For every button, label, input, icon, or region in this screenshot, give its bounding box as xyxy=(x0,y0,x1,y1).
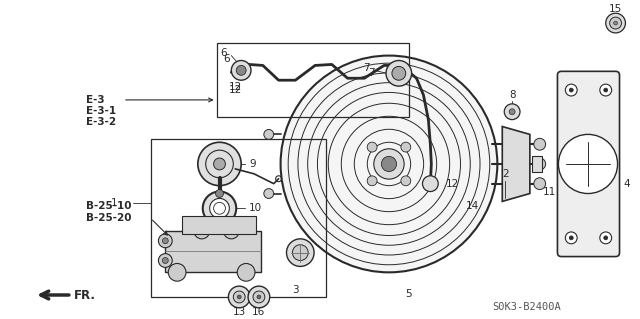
Text: 7: 7 xyxy=(363,63,369,73)
Circle shape xyxy=(534,138,546,150)
Text: 8: 8 xyxy=(509,90,515,100)
Circle shape xyxy=(231,61,251,80)
Text: 16: 16 xyxy=(252,307,266,317)
Circle shape xyxy=(614,21,618,25)
Bar xyxy=(532,156,541,172)
Circle shape xyxy=(401,176,411,186)
Circle shape xyxy=(163,257,168,263)
Circle shape xyxy=(534,158,546,170)
Text: 13: 13 xyxy=(232,307,246,317)
Circle shape xyxy=(257,295,261,299)
Text: 12: 12 xyxy=(228,82,242,92)
Circle shape xyxy=(264,130,274,139)
Text: B-25-20: B-25-20 xyxy=(86,213,132,223)
Circle shape xyxy=(604,236,608,240)
Circle shape xyxy=(534,178,546,189)
Circle shape xyxy=(600,84,612,96)
Circle shape xyxy=(214,202,225,214)
Circle shape xyxy=(565,232,577,244)
Circle shape xyxy=(253,291,265,303)
Text: B-25-10: B-25-10 xyxy=(86,201,132,211)
Text: 6: 6 xyxy=(223,54,230,63)
Text: 6: 6 xyxy=(220,48,227,58)
Circle shape xyxy=(264,189,274,198)
Circle shape xyxy=(194,223,210,239)
Text: 15: 15 xyxy=(609,4,622,14)
Text: 9: 9 xyxy=(249,159,256,169)
Text: 4: 4 xyxy=(623,179,630,189)
Bar xyxy=(216,43,409,117)
Circle shape xyxy=(280,56,497,272)
Circle shape xyxy=(223,223,239,239)
Circle shape xyxy=(605,13,625,33)
Text: S0K3-B2400A: S0K3-B2400A xyxy=(493,302,561,312)
FancyBboxPatch shape xyxy=(557,71,620,256)
Circle shape xyxy=(509,109,515,115)
Circle shape xyxy=(210,198,229,218)
Circle shape xyxy=(198,142,241,186)
Text: 14: 14 xyxy=(466,201,479,211)
Circle shape xyxy=(504,104,520,120)
Circle shape xyxy=(569,88,573,92)
Text: 5: 5 xyxy=(405,289,412,299)
Circle shape xyxy=(381,156,397,172)
Circle shape xyxy=(248,286,269,308)
Circle shape xyxy=(569,236,573,240)
Text: 2: 2 xyxy=(502,169,509,179)
Bar xyxy=(182,216,256,234)
Text: 3: 3 xyxy=(292,285,299,295)
Circle shape xyxy=(163,238,168,244)
Text: 12: 12 xyxy=(446,179,460,189)
Circle shape xyxy=(237,295,241,299)
Circle shape xyxy=(392,66,406,80)
Circle shape xyxy=(367,142,377,152)
Circle shape xyxy=(168,263,186,281)
Text: 11: 11 xyxy=(543,187,556,197)
Circle shape xyxy=(604,88,608,92)
Circle shape xyxy=(292,245,308,261)
Bar xyxy=(150,139,326,297)
Circle shape xyxy=(237,263,255,281)
Polygon shape xyxy=(165,231,261,272)
Circle shape xyxy=(234,291,245,303)
Text: E-3-2: E-3-2 xyxy=(86,116,116,127)
Text: FR.: FR. xyxy=(74,288,96,301)
Circle shape xyxy=(610,17,621,29)
Circle shape xyxy=(287,239,314,266)
Circle shape xyxy=(367,176,377,186)
Polygon shape xyxy=(502,127,530,201)
Circle shape xyxy=(559,134,618,194)
Circle shape xyxy=(159,234,172,248)
Text: 7: 7 xyxy=(368,68,374,78)
Text: 10: 10 xyxy=(249,203,262,213)
Text: 1: 1 xyxy=(111,198,118,208)
Text: E-3: E-3 xyxy=(86,95,105,105)
Text: 12: 12 xyxy=(228,85,242,95)
Circle shape xyxy=(401,142,411,152)
Circle shape xyxy=(159,254,172,267)
Circle shape xyxy=(422,176,438,191)
Circle shape xyxy=(565,84,577,96)
Circle shape xyxy=(236,65,246,75)
Text: E-3-1: E-3-1 xyxy=(86,106,116,116)
Circle shape xyxy=(203,191,236,225)
Circle shape xyxy=(228,286,250,308)
Circle shape xyxy=(600,232,612,244)
Circle shape xyxy=(214,158,225,170)
Circle shape xyxy=(216,189,223,197)
Circle shape xyxy=(386,61,412,86)
Circle shape xyxy=(374,149,404,179)
